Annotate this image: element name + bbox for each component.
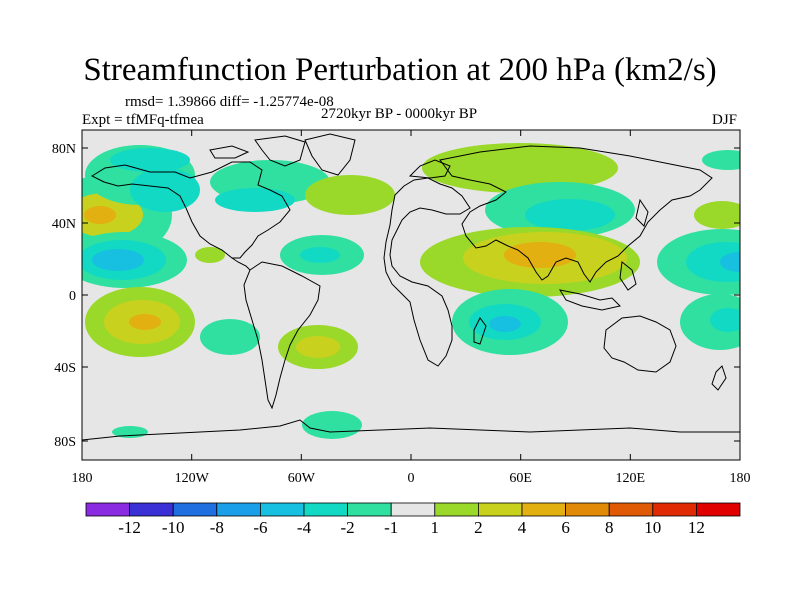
colorbar-label: -4 <box>297 518 312 537</box>
colorbar-label: 6 <box>561 518 570 537</box>
colorbar-label: 12 <box>688 518 705 537</box>
season-label: DJF <box>712 112 738 128</box>
colorbar-swatch <box>129 502 174 517</box>
period-label: 2720kyr BP - 0000kyr BP <box>321 106 478 122</box>
colorbar-label: 2 <box>474 518 483 537</box>
lon-tick-label: 60E <box>509 471 532 486</box>
colorbar: -12 -10 -8 -6 -4 -2 -1 1 2 4 6 8 10 12 <box>85 502 741 537</box>
colorbar-label: 4 <box>518 518 527 537</box>
colorbar-label: -12 <box>118 518 141 537</box>
colorbar-swatch <box>521 502 566 517</box>
experiment-label: Expt = tfMFq-tfmea <box>82 112 204 128</box>
lon-tick-label: 120W <box>175 471 210 486</box>
colorbar-swatch <box>390 502 436 517</box>
lat-tick-label: 40S <box>54 361 76 376</box>
colorbar-label: -10 <box>162 518 185 537</box>
plot-title: Streamfunction Perturbation at 200 hPa (… <box>83 52 717 88</box>
colorbar-swatch <box>172 502 218 517</box>
colorbar-swatch <box>347 502 392 517</box>
lat-tick-label: 80N <box>52 142 76 157</box>
lon-tick-label: 180 <box>730 471 751 486</box>
colorbar-label: -6 <box>253 518 267 537</box>
lon-tick-label: 0 <box>408 471 415 486</box>
colorbar-label: 8 <box>605 518 614 537</box>
colorbar-swatch <box>303 502 348 517</box>
latitude-axis: 80N 40N 0 40S 80S <box>52 142 740 450</box>
colorbar-label: 1 <box>431 518 440 537</box>
colorbar-swatch <box>608 502 654 517</box>
lat-tick-label: 0 <box>69 289 76 304</box>
lon-tick-label: 120E <box>616 471 646 486</box>
stats-line: rmsd= 1.39866 diff= -1.25774e-08 <box>125 94 334 110</box>
colorbar-label: 10 <box>644 518 661 537</box>
lat-tick-label: 40N <box>52 217 76 232</box>
lat-tick-label: 80S <box>54 435 76 450</box>
longitude-axis: 180 120W 60W 0 60E 120E 180 <box>72 130 751 486</box>
colorbar-label: -1 <box>384 518 398 537</box>
colorbar-swatch <box>696 502 741 517</box>
colorbar-swatch <box>216 502 261 517</box>
colorbar-label: -8 <box>210 518 224 537</box>
colorbar-swatch <box>477 502 523 517</box>
colorbar-label: -2 <box>341 518 355 537</box>
colorbar-swatch <box>652 502 697 517</box>
colorbar-swatch <box>565 502 610 517</box>
colorbar-swatch <box>434 502 479 517</box>
coastlines <box>82 133 740 441</box>
lon-tick-label: 60W <box>288 471 316 486</box>
colorbar-swatch <box>85 502 130 517</box>
lon-tick-label: 180 <box>72 471 93 486</box>
colorbar-swatch <box>259 502 305 517</box>
